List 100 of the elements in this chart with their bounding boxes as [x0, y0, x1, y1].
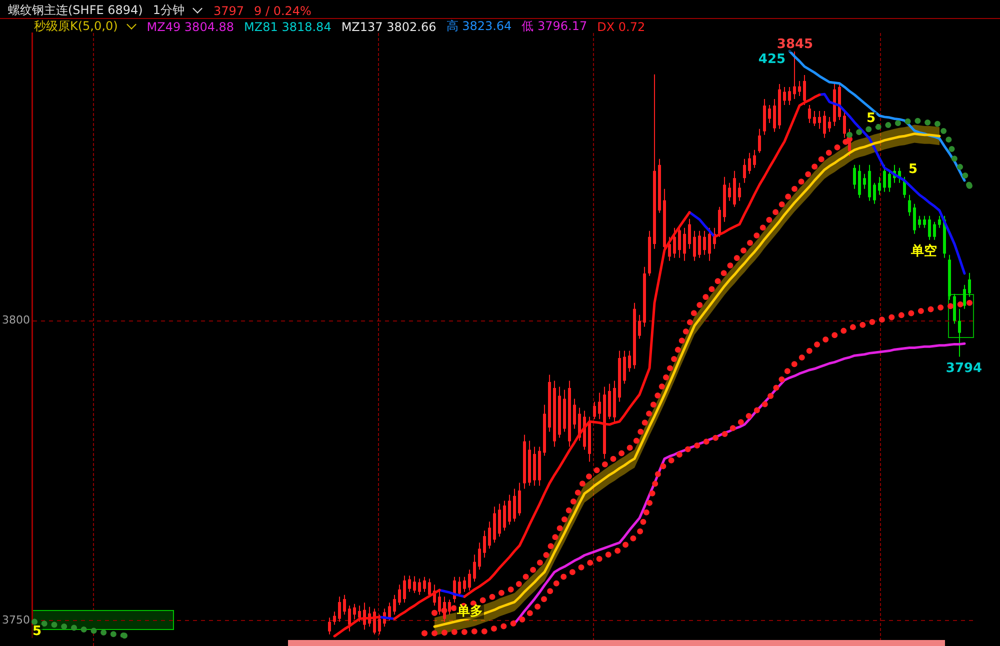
candlestick	[623, 350, 626, 384]
candlestick	[483, 530, 486, 558]
candlestick	[478, 542, 481, 570]
point	[122, 632, 128, 639]
candlestick	[768, 104, 771, 124]
candlestick	[968, 272, 971, 298]
candlestick	[958, 308, 961, 358]
candlestick	[358, 605, 361, 622]
candlestick	[628, 350, 631, 372]
candlestick	[518, 482, 521, 516]
text: 低 3796.17	[522, 18, 588, 35]
y-tick-label: 3750	[2, 613, 30, 626]
candlestick	[718, 206, 721, 238]
candlestick	[423, 576, 426, 592]
candlestick	[783, 86, 786, 106]
candlestick	[403, 575, 406, 604]
candlestick	[348, 605, 351, 632]
candlestick	[788, 86, 791, 106]
candlestick	[758, 128, 761, 154]
candlestick	[683, 227, 686, 262]
candlestick	[878, 176, 881, 196]
candlestick	[328, 617, 331, 635]
point	[966, 300, 972, 306]
candlestick	[918, 215, 921, 228]
candlestick	[593, 401, 596, 420]
candlestick	[853, 164, 856, 190]
candlestick	[468, 569, 471, 592]
annotation: 单多	[456, 604, 484, 619]
candlestick	[928, 215, 931, 240]
text: 3797	[213, 4, 244, 18]
text: 高 3823.64	[446, 18, 512, 35]
candlestick	[873, 182, 876, 204]
candlestick	[688, 218, 691, 250]
candlestick	[388, 602, 391, 622]
annotation: 5	[865, 111, 877, 126]
candlestick	[673, 227, 676, 258]
candlestick	[378, 614, 381, 635]
candlestick	[798, 80, 801, 96]
candlestick	[488, 521, 491, 550]
annotation: 5	[907, 162, 919, 177]
candlestick	[693, 230, 696, 262]
candlestick	[938, 215, 941, 228]
candlestick	[823, 110, 826, 138]
candlestick	[508, 494, 511, 526]
candlestick	[773, 98, 776, 132]
candlestick	[933, 221, 936, 240]
candlestick	[598, 392, 601, 420]
candlestick	[418, 578, 421, 596]
candlestick	[638, 314, 641, 340]
candlestick	[413, 576, 416, 594]
annotation: MZ137 3802.66	[341, 20, 436, 34]
candlestick	[923, 215, 926, 228]
candlestick	[473, 554, 476, 582]
candlestick	[408, 575, 411, 592]
candlestick	[753, 149, 756, 168]
candlestick	[803, 74, 806, 106]
candlestick	[353, 603, 356, 620]
text: 9 / 0.24%	[254, 4, 312, 18]
candlestick	[703, 230, 706, 256]
point	[422, 630, 428, 636]
annotation: 425	[757, 52, 787, 67]
candlestick	[343, 594, 346, 616]
candlestick	[498, 503, 501, 538]
chart-subtitle: 1分钟	[152, 2, 184, 19]
candlestick	[818, 110, 821, 130]
annotation: MZ49 3804.88	[146, 20, 234, 34]
point	[432, 610, 438, 616]
candlestick	[338, 596, 341, 622]
candlestick	[863, 173, 866, 190]
y-tick-label: 3800	[2, 314, 30, 327]
candlestick	[883, 164, 886, 192]
candlestick	[908, 194, 911, 216]
point	[32, 618, 38, 625]
candlestick	[793, 50, 796, 100]
candlestick	[743, 158, 746, 184]
candlestick	[668, 236, 671, 262]
candlestick	[748, 152, 751, 174]
candlestick	[503, 500, 506, 532]
candlestick	[913, 203, 916, 234]
chart-title: 螺纹钢主连(SHFE 6894)	[8, 2, 143, 19]
candlestick	[513, 488, 516, 522]
candlestick	[888, 170, 891, 192]
annotation: 3794	[944, 361, 984, 376]
annotation: 3845	[776, 37, 814, 52]
candlestick	[573, 398, 576, 430]
candlestick	[463, 576, 466, 592]
point	[846, 132, 852, 138]
candlestick	[398, 584, 401, 606]
candlestick	[828, 116, 831, 132]
candlestick	[858, 164, 861, 198]
candlestick	[813, 110, 816, 126]
annotation: 单空	[910, 244, 938, 259]
annotation: 5	[31, 624, 43, 639]
candlestick	[698, 230, 701, 258]
annotation: MZ81 3818.84	[244, 20, 332, 34]
candlestick	[963, 284, 966, 310]
candlestick	[333, 611, 336, 626]
candlestick	[738, 182, 741, 202]
candlestick	[728, 182, 731, 202]
annotation: DX 0.72	[597, 20, 646, 34]
